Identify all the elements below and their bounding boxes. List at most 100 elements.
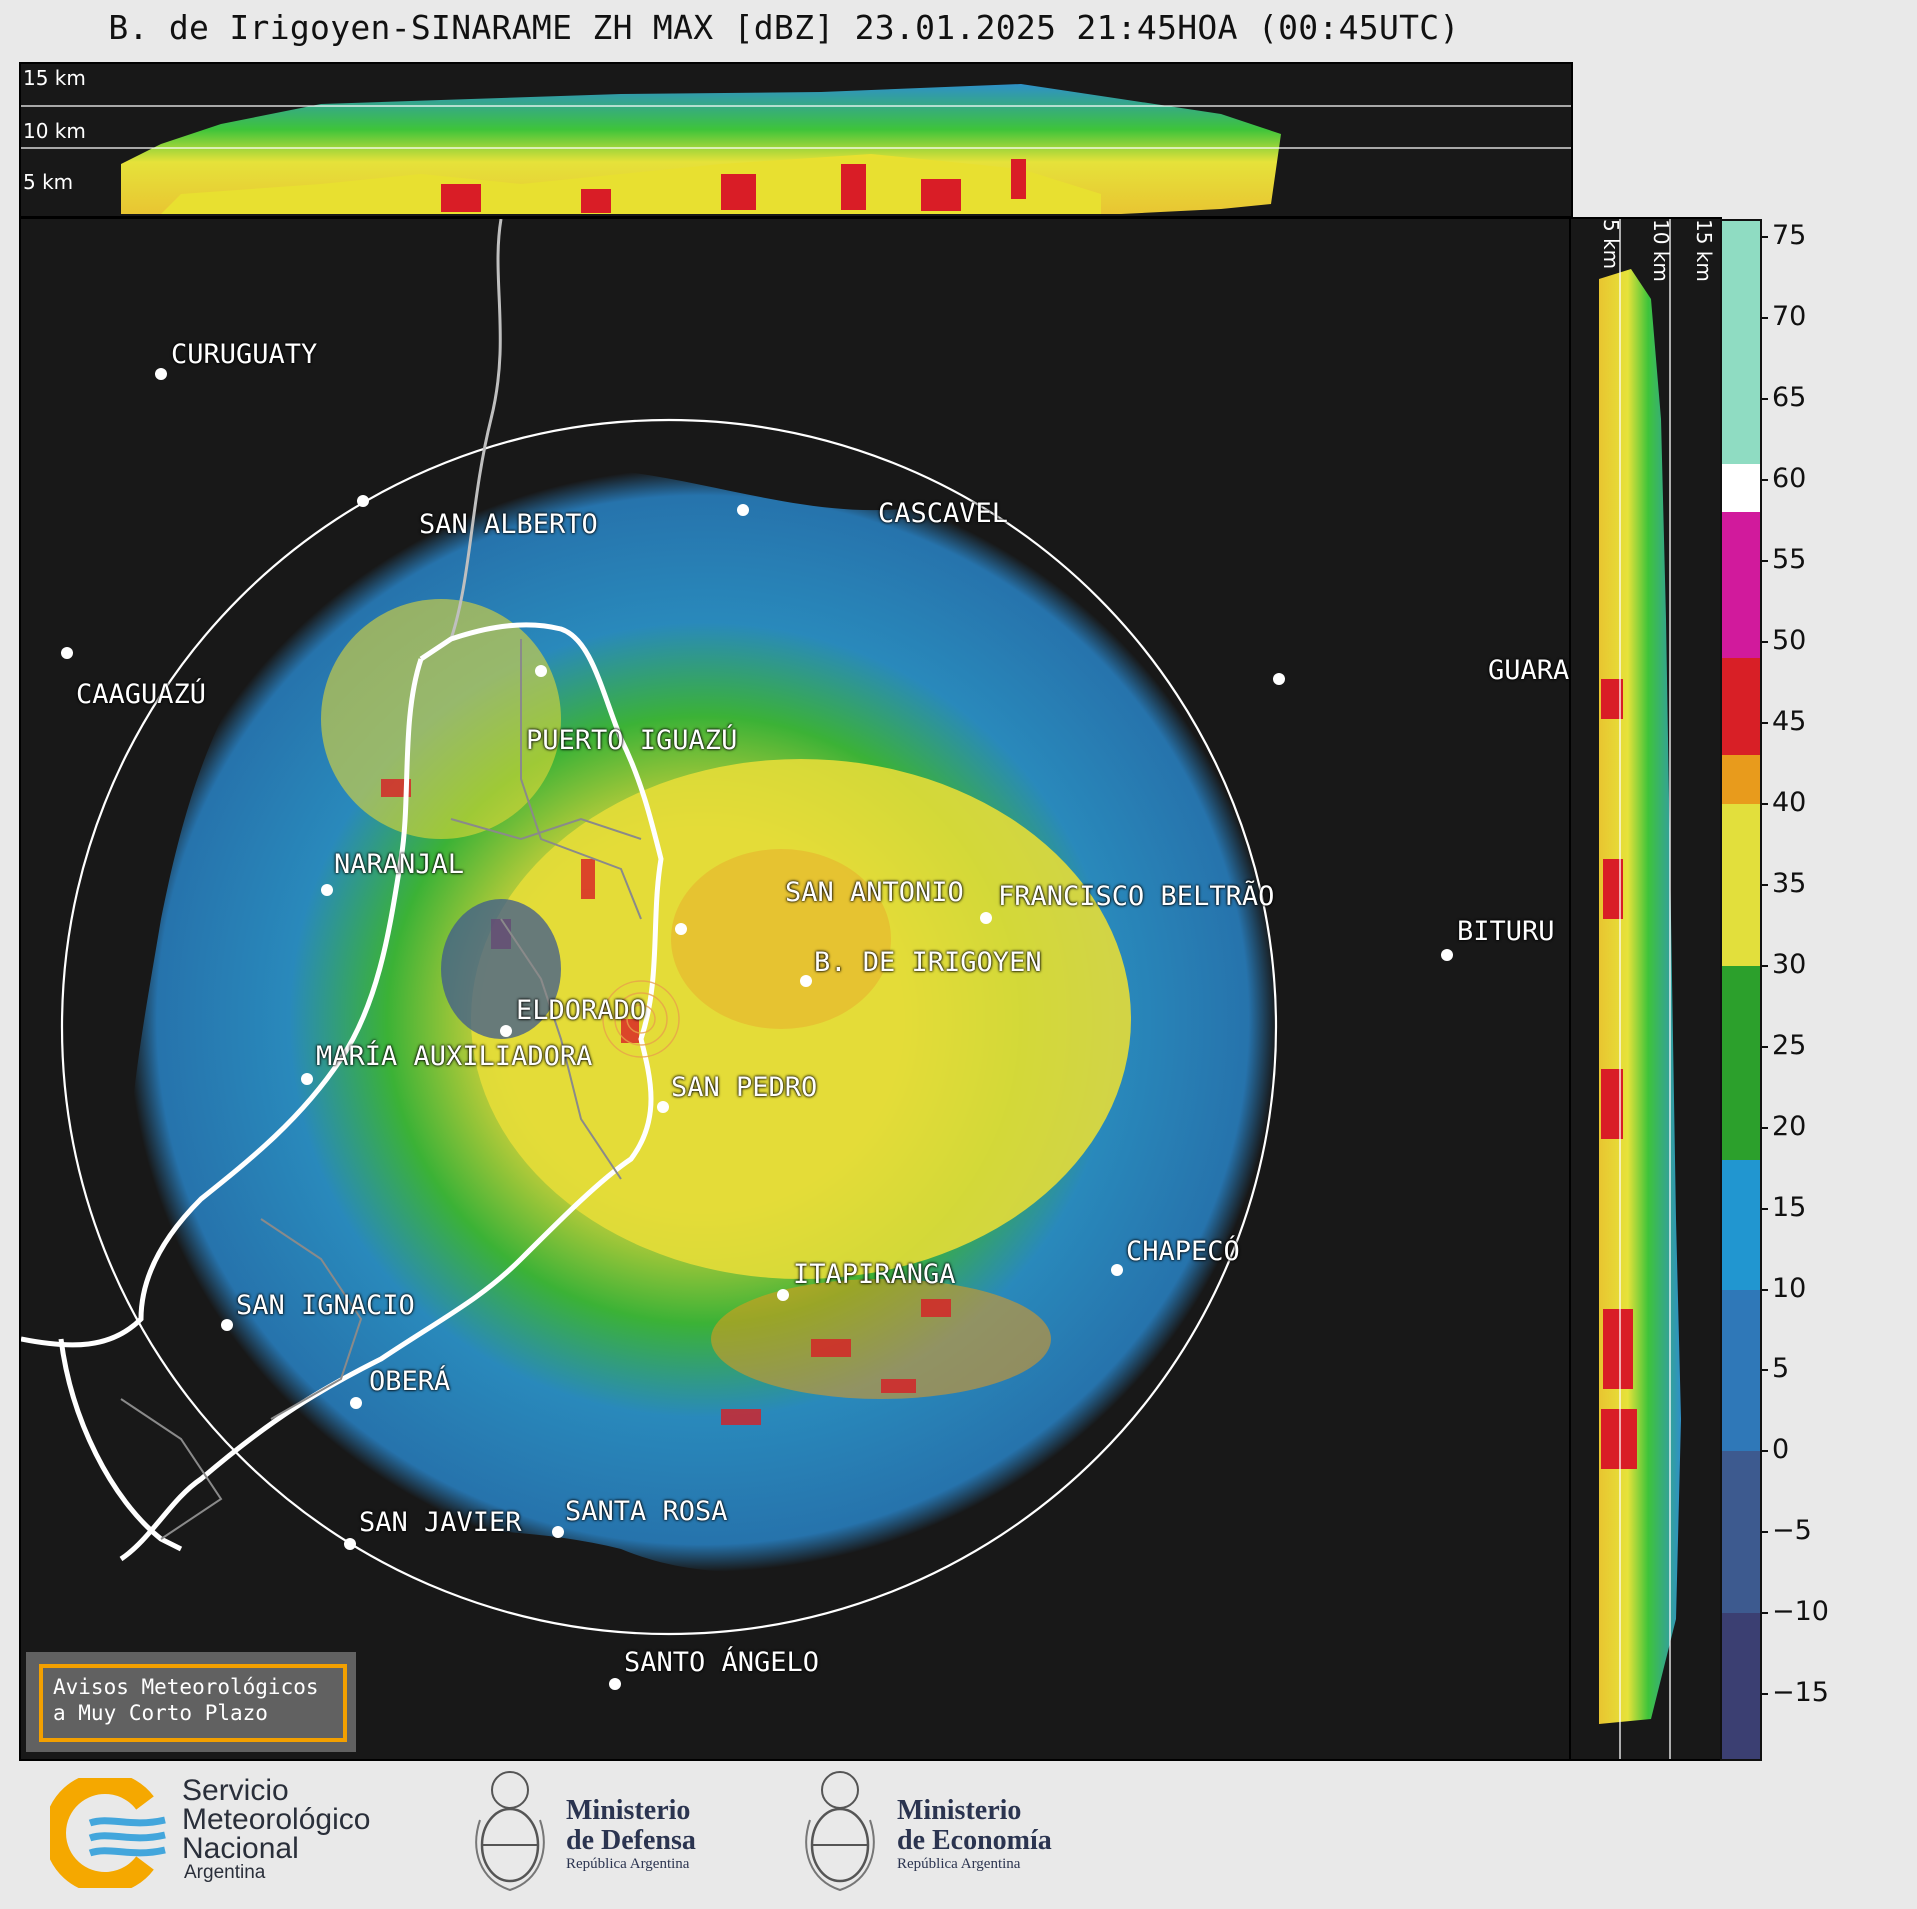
defensa-line1: Ministerio (566, 1795, 691, 1826)
city-label-caaguazu: CAAGUAZÚ (76, 679, 207, 710)
colorbar-band (1722, 221, 1760, 464)
smn-line1: Servicio (182, 1774, 289, 1807)
city-label-puerto-iguazu: PUERTO IGUAZÚ (526, 725, 738, 756)
height-label-5km: 5 km (23, 170, 74, 194)
smn-line3: Nacional (182, 1832, 299, 1865)
top-profile-echo (21, 84, 1571, 214)
colorbar-tick-label: 10 (1772, 1272, 1807, 1304)
side-profile-echo (1599, 219, 1681, 1759)
city-label-b-de-irigoyen: B. DE IRIGOYEN (814, 947, 1042, 978)
colorbar-tick-label: 5 (1772, 1353, 1790, 1385)
city-label-guara: GUARA (1488, 655, 1570, 686)
colorbar-tick (1760, 1612, 1768, 1615)
colorbar-tick (1760, 802, 1768, 805)
aviso-line2: a Muy Corto Plazo (53, 1701, 268, 1725)
colorbar-tick (1760, 1207, 1768, 1210)
smn-logo-icon (50, 1778, 166, 1888)
city-label-san-alberto: SAN ALBERTO (419, 509, 598, 540)
colorbar-tick-label: −5 (1772, 1515, 1812, 1547)
colorbar-tick-label: −10 (1772, 1596, 1829, 1628)
colorbar-tick (1760, 640, 1768, 643)
economia-sub: República Argentina (897, 1856, 1021, 1872)
colorbar-tick-label: 40 (1772, 786, 1807, 818)
city-label-chapeco: CHAPECÓ (1126, 1236, 1240, 1267)
coat-of-arms-defensa-icon (475, 1771, 545, 1892)
height-label-15km: 15 km (23, 66, 86, 90)
radar-map[interactable]: CURUGUATY SAN ALBERTO CASCAVEL CAAGUAZÚ … (19, 217, 1573, 1761)
colorbar-band (1722, 1451, 1760, 1614)
smn-line2: Meteorológico (182, 1803, 371, 1836)
side-height-label-10km: 10 km (1649, 219, 1673, 282)
colorbar-band (1722, 1159, 1760, 1290)
colorbar (1720, 219, 1762, 1761)
city-label-maria-auxiliadora: MARÍA AUXILIADORA (316, 1041, 593, 1072)
colorbar-tick (1760, 398, 1768, 401)
city-label-obera: OBERÁ (369, 1366, 451, 1397)
city-label-san-antonio: SAN ANTONIO (785, 877, 964, 908)
colorbar-tick (1760, 1369, 1768, 1372)
colorbar-band (1722, 755, 1760, 804)
colorbar-tick (1760, 1045, 1768, 1048)
colorbar-band (1722, 658, 1760, 756)
colorbar-tick (1760, 317, 1768, 320)
city-label-curuguaty: CURUGUATY (171, 339, 318, 370)
colorbar-band (1722, 1289, 1760, 1452)
defensa-name: Ministerio de Defensa República Argentin… (566, 1796, 696, 1873)
side-height-profile: 5 km 10 km 15 km (1569, 217, 1722, 1761)
colorbar-tick (1760, 559, 1768, 562)
smn-country: Argentina (184, 1862, 266, 1883)
defensa-sub: República Argentina (566, 1856, 690, 1872)
colorbar-tick (1760, 1126, 1768, 1129)
colorbar-tick-label: 60 (1772, 463, 1807, 495)
defensa-line2: de Defensa (566, 1825, 696, 1856)
colorbar-band (1722, 965, 1760, 1160)
colorbar-tick (1760, 1693, 1768, 1696)
colorbar-band (1722, 463, 1760, 513)
colorbar-tick (1760, 236, 1768, 239)
colorbar-band (1722, 512, 1760, 659)
colorbar-tick-label: 70 (1772, 301, 1807, 333)
city-label-naranjal: NARANJAL (334, 849, 465, 880)
colorbar-tick-label: 50 (1772, 624, 1807, 656)
city-label-francisco-beltrao: FRANCISCO BELTRÃO (998, 881, 1275, 912)
colorbar-tick (1760, 1450, 1768, 1453)
city-markers (61, 368, 1453, 1690)
colorbar-tick (1760, 1288, 1768, 1291)
coat-of-arms-economia-icon (805, 1771, 875, 1892)
economia-name: Ministerio de Economía República Argenti… (897, 1796, 1052, 1873)
colorbar-tick (1760, 964, 1768, 967)
chart-title: B. de Irigoyen-SINARAME ZH MAX [dBZ] 23.… (108, 8, 1460, 47)
colorbar-tick-label: 75 (1772, 220, 1807, 252)
smn-name: Servicio Meteorológico Nacional (182, 1774, 371, 1865)
colorbar-tick (1760, 883, 1768, 886)
colorbar-band (1722, 1613, 1760, 1759)
colorbar-tick-label: 55 (1772, 543, 1807, 575)
city-label-santa-rosa: SANTA ROSA (565, 1496, 728, 1527)
side-height-label-15km: 15 km (1692, 219, 1716, 282)
city-label-itapiranga: ITAPIRANGA (793, 1259, 956, 1290)
colorbar-band (1722, 803, 1760, 966)
city-label-bituru: BITURU (1457, 916, 1555, 947)
city-label-san-ignacio: SAN IGNACIO (236, 1290, 415, 1321)
city-label-santo-angelo: SANTO ÁNGELO (624, 1647, 820, 1678)
colorbar-tick (1760, 1531, 1768, 1534)
radar-echo-layer (21, 219, 1453, 1690)
height-label-10km: 10 km (23, 119, 86, 143)
colorbar-tick (1760, 479, 1768, 482)
colorbar-tick (1760, 721, 1768, 724)
colorbar-tick-label: 35 (1772, 867, 1807, 899)
colorbar-tick-label: 20 (1772, 1110, 1807, 1142)
economia-line1: Ministerio (897, 1795, 1022, 1826)
colorbar-tick-label: 30 (1772, 948, 1807, 980)
top-height-profile: 15 km 10 km 5 km (19, 62, 1573, 218)
city-label-cascavel: CASCAVEL (878, 498, 1009, 529)
colorbar-tick-label: 25 (1772, 1029, 1807, 1061)
city-label-san-pedro: SAN PEDRO (671, 1072, 818, 1103)
colorbar-tick-label: 15 (1772, 1191, 1807, 1223)
side-height-label-5km: 5 km (1599, 219, 1623, 270)
economia-line2: de Economía (897, 1825, 1052, 1856)
aviso-line1: Avisos Meteorológicos (53, 1675, 319, 1699)
aviso-box[interactable]: Avisos Meteorológicos a Muy Corto Plazo (26, 1652, 356, 1752)
colorbar-tick-label: 0 (1772, 1434, 1790, 1466)
colorbar-tick-label: 45 (1772, 705, 1807, 737)
